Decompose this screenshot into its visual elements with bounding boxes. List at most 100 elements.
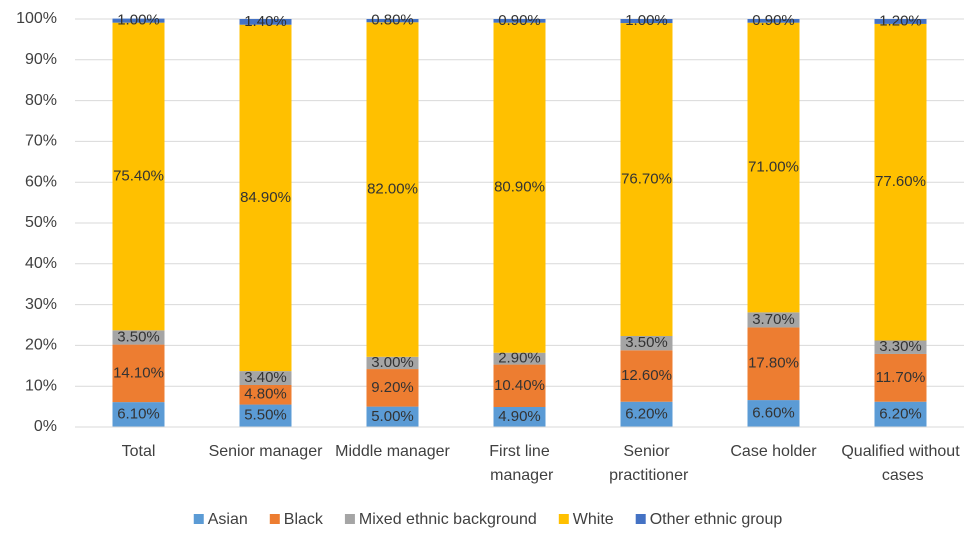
data-label: 3.00% xyxy=(371,354,414,371)
data-label: 17.80% xyxy=(748,355,799,372)
x-tick-label: Middle manager xyxy=(335,443,450,460)
bar-segment xyxy=(366,356,419,370)
data-label: 84.90% xyxy=(240,189,291,206)
y-tick-label: 90% xyxy=(25,51,57,68)
x-tick-label: Senior manager xyxy=(209,443,324,460)
legend-swatch xyxy=(269,514,280,524)
x-tick-label: Case holder xyxy=(730,443,817,460)
bar-segment xyxy=(620,19,673,24)
bar-segment xyxy=(747,22,800,313)
legend-label: Black xyxy=(284,511,324,528)
bar-segment xyxy=(366,22,419,357)
y-tick-label: 10% xyxy=(25,377,57,394)
data-label: 3.70% xyxy=(752,311,795,328)
bar-segment xyxy=(874,353,927,402)
data-label: 6.60% xyxy=(752,405,795,422)
data-label: 5.00% xyxy=(371,408,414,425)
bar-segment xyxy=(112,344,165,403)
legend-item: Other ethnic group xyxy=(635,511,783,528)
legend-item: Mixed ethnic background xyxy=(344,511,537,528)
data-label: 4.90% xyxy=(498,408,541,425)
bar-segment xyxy=(493,352,546,365)
y-tick-label: 0% xyxy=(34,418,57,435)
y-tick-label: 70% xyxy=(25,133,57,150)
bar-segment xyxy=(620,336,673,351)
data-label: 0.90% xyxy=(752,12,795,29)
x-tick-label: Senior practitioner xyxy=(605,443,689,484)
legend-label: Asian xyxy=(208,511,248,528)
legend-label: Other ethnic group xyxy=(650,511,783,528)
bar-segment xyxy=(747,19,800,23)
bar-segment xyxy=(239,384,292,405)
data-label: 6.20% xyxy=(879,405,922,422)
x-tick-label: Qualified without cases xyxy=(841,443,960,484)
bar-segment xyxy=(874,401,927,427)
y-tick-label: 40% xyxy=(25,255,57,272)
data-label: 6.20% xyxy=(625,405,668,422)
bar-segment xyxy=(874,19,927,24)
bar-segment xyxy=(112,22,165,331)
data-label: 75.40% xyxy=(113,167,164,184)
data-label: 1.40% xyxy=(244,13,287,30)
y-tick-label: 100% xyxy=(16,10,57,27)
bar-segment xyxy=(620,350,673,402)
bar-segment xyxy=(239,371,292,385)
x-tick-label: First line manager xyxy=(486,443,554,484)
bar-segment xyxy=(366,19,419,23)
bar-segment xyxy=(493,22,546,353)
data-label: 5.50% xyxy=(244,407,287,424)
legend-item: Black xyxy=(269,511,324,528)
data-label: 10.40% xyxy=(494,377,545,394)
bar-segment xyxy=(747,312,800,328)
data-label: 1.00% xyxy=(625,12,668,29)
data-label: 3.50% xyxy=(117,328,160,345)
legend-swatch xyxy=(344,514,355,524)
bar-segment xyxy=(620,401,673,427)
bar-segment xyxy=(874,23,927,341)
y-tick-label: 20% xyxy=(25,337,57,354)
data-label: 82.00% xyxy=(367,181,418,198)
bar-segment xyxy=(493,407,546,427)
bar-segment xyxy=(747,400,800,427)
data-label: 0.80% xyxy=(371,12,414,29)
legend-label: Mixed ethnic background xyxy=(359,511,537,528)
data-label: 9.20% xyxy=(371,379,414,396)
data-label: 77.60% xyxy=(875,173,926,190)
bar-segment xyxy=(112,18,165,23)
data-label: 3.30% xyxy=(879,338,922,355)
bar-segment xyxy=(112,402,165,427)
data-label: 0.90% xyxy=(498,12,541,29)
bar-segment xyxy=(747,327,800,401)
legend-swatch xyxy=(193,514,204,524)
legend-label: White xyxy=(573,511,614,528)
bar-segment xyxy=(620,23,673,337)
data-label: 76.70% xyxy=(621,171,672,188)
legend-swatch xyxy=(558,514,569,524)
legend-swatch xyxy=(635,514,646,524)
bar-segment xyxy=(366,406,419,427)
legend-item: Asian xyxy=(193,511,248,528)
data-label: 1.00% xyxy=(117,12,160,29)
data-label: 71.00% xyxy=(748,158,799,175)
data-label: 11.70% xyxy=(876,369,926,386)
data-label: 12.60% xyxy=(621,367,672,384)
data-label: 3.50% xyxy=(625,334,668,351)
y-tick-label: 50% xyxy=(25,214,57,231)
bar-segment xyxy=(239,19,292,25)
bar-segment xyxy=(493,19,546,23)
data-label: 14.10% xyxy=(113,364,164,381)
data-label: 1.20% xyxy=(879,12,922,29)
data-label: 80.90% xyxy=(494,179,545,196)
bar-segment xyxy=(112,330,165,345)
legend-item: White xyxy=(558,511,614,528)
bar-segment xyxy=(239,24,292,372)
data-label: 6.10% xyxy=(117,406,160,423)
bar-segment xyxy=(493,364,546,408)
data-label: 3.40% xyxy=(244,369,287,386)
x-tick-label: Total xyxy=(122,443,156,460)
bar-segment xyxy=(239,404,292,427)
data-label: 4.80% xyxy=(244,386,287,403)
bar-segment xyxy=(874,340,927,354)
y-tick-label: 30% xyxy=(25,296,57,313)
